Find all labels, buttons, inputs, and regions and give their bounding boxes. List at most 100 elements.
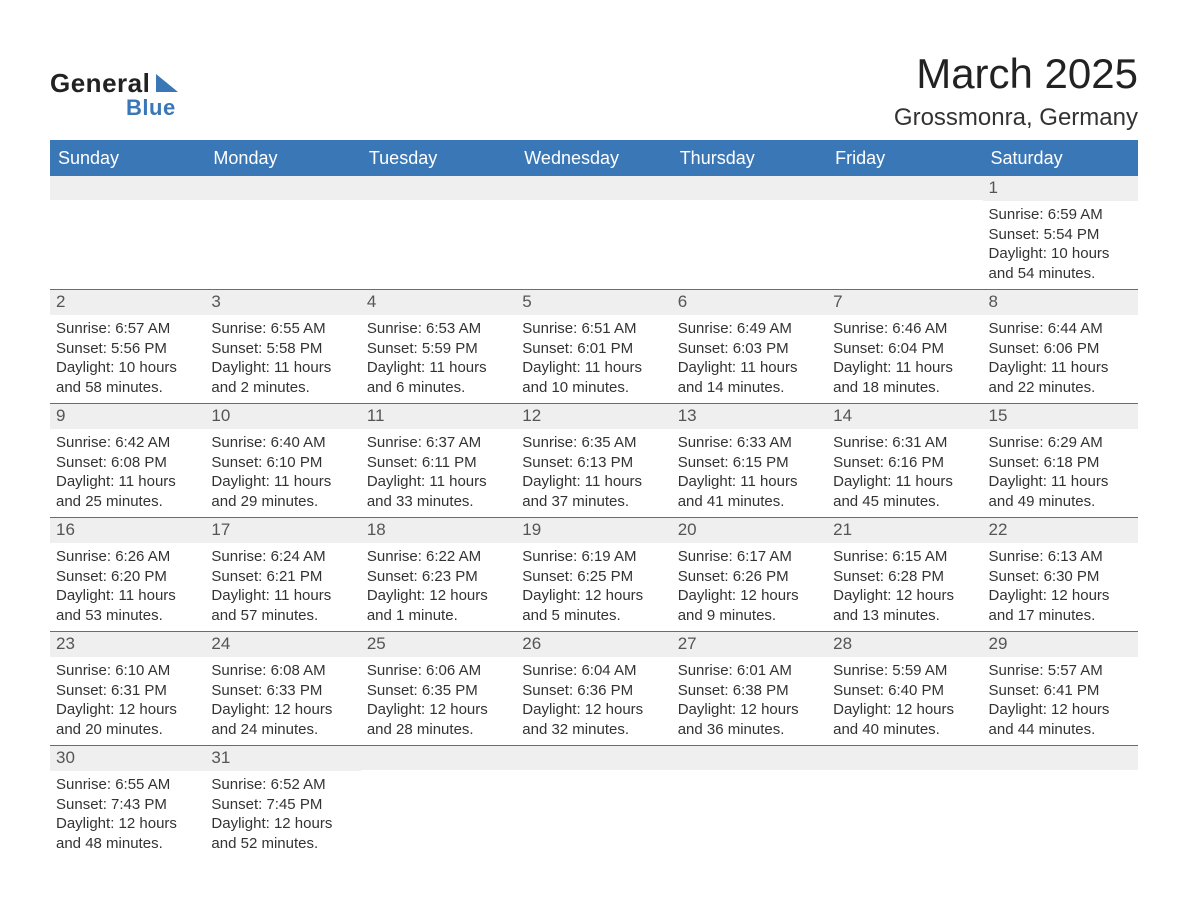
- daylight-line: Daylight: 12 hours and 52 minutes.: [211, 814, 354, 853]
- day-body: [516, 770, 671, 780]
- header: General Blue March 2025 Grossmonra, Germ…: [50, 50, 1138, 132]
- sunset-line: Sunset: 6:33 PM: [211, 681, 354, 701]
- day-number: 2: [50, 290, 205, 315]
- daylight-line: Daylight: 12 hours and 28 minutes.: [367, 700, 510, 739]
- sunset-line: Sunset: 6:16 PM: [833, 453, 976, 473]
- day-number: 23: [50, 632, 205, 657]
- day-body: Sunrise: 5:57 AMSunset: 6:41 PMDaylight:…: [983, 657, 1138, 745]
- weekday-header-cell: Wednesday: [516, 142, 671, 176]
- daylight-line: Daylight: 11 hours and 41 minutes.: [678, 472, 821, 511]
- day-number: 3: [205, 290, 360, 315]
- weekday-header-cell: Friday: [827, 142, 982, 176]
- sunset-line: Sunset: 6:23 PM: [367, 567, 510, 587]
- day-number: 5: [516, 290, 671, 315]
- weekday-header-cell: Saturday: [983, 142, 1138, 176]
- week-row: 16Sunrise: 6:26 AMSunset: 6:20 PMDayligh…: [50, 518, 1138, 632]
- day-cell: 16Sunrise: 6:26 AMSunset: 6:20 PMDayligh…: [50, 518, 205, 631]
- day-cell: 2Sunrise: 6:57 AMSunset: 5:56 PMDaylight…: [50, 290, 205, 403]
- daylight-line: Daylight: 11 hours and 45 minutes.: [833, 472, 976, 511]
- day-number: [50, 176, 205, 200]
- week-row: 9Sunrise: 6:42 AMSunset: 6:08 PMDaylight…: [50, 404, 1138, 518]
- sunset-line: Sunset: 6:40 PM: [833, 681, 976, 701]
- daylight-line: Daylight: 12 hours and 20 minutes.: [56, 700, 199, 739]
- day-body: Sunrise: 6:40 AMSunset: 6:10 PMDaylight:…: [205, 429, 360, 517]
- sunrise-line: Sunrise: 6:52 AM: [211, 775, 354, 795]
- sunset-line: Sunset: 6:38 PM: [678, 681, 821, 701]
- day-cell: 29Sunrise: 5:57 AMSunset: 6:41 PMDayligh…: [983, 632, 1138, 745]
- day-body: Sunrise: 6:08 AMSunset: 6:33 PMDaylight:…: [205, 657, 360, 745]
- sunset-line: Sunset: 6:28 PM: [833, 567, 976, 587]
- sunrise-line: Sunrise: 6:22 AM: [367, 547, 510, 567]
- sunset-line: Sunset: 6:10 PM: [211, 453, 354, 473]
- day-cell: [516, 746, 671, 859]
- day-body: Sunrise: 6:55 AMSunset: 5:58 PMDaylight:…: [205, 315, 360, 403]
- daylight-line: Daylight: 11 hours and 2 minutes.: [211, 358, 354, 397]
- day-number: 6: [672, 290, 827, 315]
- daylight-line: Daylight: 11 hours and 37 minutes.: [522, 472, 665, 511]
- sunset-line: Sunset: 6:15 PM: [678, 453, 821, 473]
- sunset-line: Sunset: 6:03 PM: [678, 339, 821, 359]
- day-body: Sunrise: 6:01 AMSunset: 6:38 PMDaylight:…: [672, 657, 827, 745]
- daylight-line: Daylight: 10 hours and 58 minutes.: [56, 358, 199, 397]
- day-cell: [50, 176, 205, 289]
- day-body: Sunrise: 6:35 AMSunset: 6:13 PMDaylight:…: [516, 429, 671, 517]
- day-body: Sunrise: 5:59 AMSunset: 6:40 PMDaylight:…: [827, 657, 982, 745]
- day-body: Sunrise: 6:49 AMSunset: 6:03 PMDaylight:…: [672, 315, 827, 403]
- day-number: 10: [205, 404, 360, 429]
- day-body: Sunrise: 6:42 AMSunset: 6:08 PMDaylight:…: [50, 429, 205, 517]
- week-row: 2Sunrise: 6:57 AMSunset: 5:56 PMDaylight…: [50, 290, 1138, 404]
- day-number: 12: [516, 404, 671, 429]
- day-cell: 27Sunrise: 6:01 AMSunset: 6:38 PMDayligh…: [672, 632, 827, 745]
- sunrise-line: Sunrise: 6:04 AM: [522, 661, 665, 681]
- day-body: Sunrise: 6:17 AMSunset: 6:26 PMDaylight:…: [672, 543, 827, 631]
- sunrise-line: Sunrise: 6:31 AM: [833, 433, 976, 453]
- day-body: [983, 770, 1138, 780]
- day-cell: 5Sunrise: 6:51 AMSunset: 6:01 PMDaylight…: [516, 290, 671, 403]
- day-number: 17: [205, 518, 360, 543]
- day-cell: 21Sunrise: 6:15 AMSunset: 6:28 PMDayligh…: [827, 518, 982, 631]
- day-cell: 19Sunrise: 6:19 AMSunset: 6:25 PMDayligh…: [516, 518, 671, 631]
- day-number: 24: [205, 632, 360, 657]
- day-cell: 30Sunrise: 6:55 AMSunset: 7:43 PMDayligh…: [50, 746, 205, 859]
- sunrise-line: Sunrise: 5:57 AM: [989, 661, 1132, 681]
- sunset-line: Sunset: 6:08 PM: [56, 453, 199, 473]
- day-number: 11: [361, 404, 516, 429]
- day-body: [361, 770, 516, 780]
- sunrise-line: Sunrise: 6:53 AM: [367, 319, 510, 339]
- daylight-line: Daylight: 12 hours and 40 minutes.: [833, 700, 976, 739]
- title-block: March 2025 Grossmonra, Germany: [894, 50, 1138, 132]
- sunset-line: Sunset: 6:20 PM: [56, 567, 199, 587]
- sunrise-line: Sunrise: 6:57 AM: [56, 319, 199, 339]
- day-cell: [983, 746, 1138, 859]
- sunrise-line: Sunrise: 6:35 AM: [522, 433, 665, 453]
- daylight-line: Daylight: 11 hours and 18 minutes.: [833, 358, 976, 397]
- sunset-line: Sunset: 6:41 PM: [989, 681, 1132, 701]
- day-body: Sunrise: 6:04 AMSunset: 6:36 PMDaylight:…: [516, 657, 671, 745]
- weekday-header-cell: Monday: [205, 142, 360, 176]
- weekday-header-cell: Tuesday: [361, 142, 516, 176]
- sunset-line: Sunset: 6:31 PM: [56, 681, 199, 701]
- day-body: Sunrise: 6:59 AMSunset: 5:54 PMDaylight:…: [983, 201, 1138, 289]
- sunrise-line: Sunrise: 6:37 AM: [367, 433, 510, 453]
- sunrise-line: Sunrise: 6:33 AM: [678, 433, 821, 453]
- day-cell: 26Sunrise: 6:04 AMSunset: 6:36 PMDayligh…: [516, 632, 671, 745]
- day-body: Sunrise: 6:24 AMSunset: 6:21 PMDaylight:…: [205, 543, 360, 631]
- day-cell: 23Sunrise: 6:10 AMSunset: 6:31 PMDayligh…: [50, 632, 205, 745]
- sunrise-line: Sunrise: 6:44 AM: [989, 319, 1132, 339]
- day-number: 20: [672, 518, 827, 543]
- daylight-line: Daylight: 12 hours and 13 minutes.: [833, 586, 976, 625]
- weekday-header-cell: Sunday: [50, 142, 205, 176]
- day-body: Sunrise: 6:22 AMSunset: 6:23 PMDaylight:…: [361, 543, 516, 631]
- sunset-line: Sunset: 6:06 PM: [989, 339, 1132, 359]
- daylight-line: Daylight: 10 hours and 54 minutes.: [989, 244, 1132, 283]
- day-number: [983, 746, 1138, 770]
- daylight-line: Daylight: 12 hours and 1 minute.: [367, 586, 510, 625]
- day-body: Sunrise: 6:46 AMSunset: 6:04 PMDaylight:…: [827, 315, 982, 403]
- day-body: [205, 200, 360, 210]
- day-number: 28: [827, 632, 982, 657]
- day-number: [516, 176, 671, 200]
- daylight-line: Daylight: 11 hours and 14 minutes.: [678, 358, 821, 397]
- sunset-line: Sunset: 6:11 PM: [367, 453, 510, 473]
- page-title: March 2025: [894, 50, 1138, 98]
- daylight-line: Daylight: 11 hours and 25 minutes.: [56, 472, 199, 511]
